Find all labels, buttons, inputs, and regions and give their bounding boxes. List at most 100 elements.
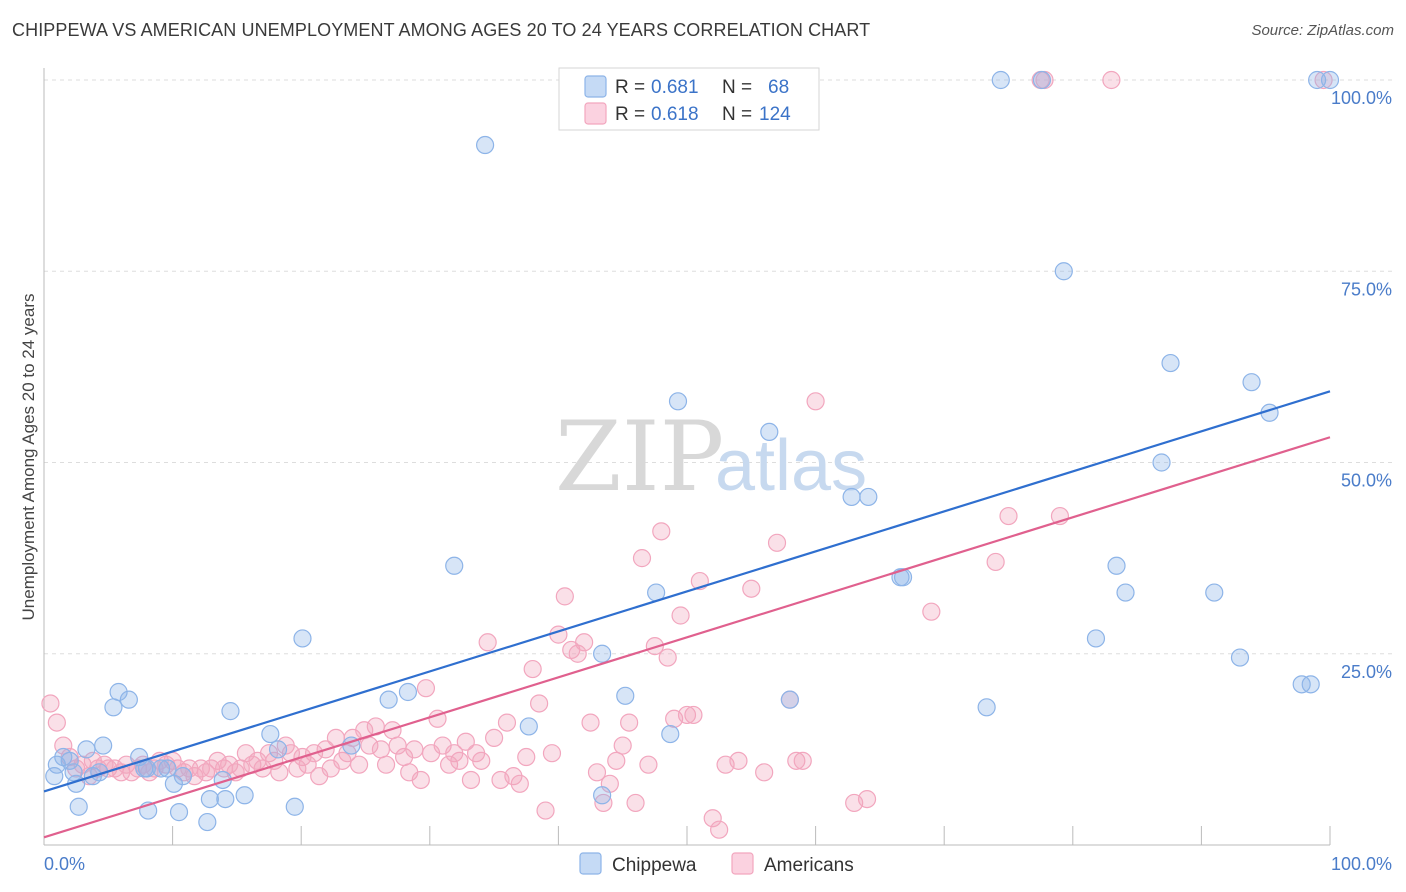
- chippewa-points: [45, 70, 1340, 832]
- chart-title: CHIPPEWA VS AMERICAN UNEMPLOYMENT AMONG …: [12, 20, 871, 40]
- americans-point: [639, 755, 658, 774]
- americans-point: [587, 763, 607, 782]
- legend-n-label-americans: N =: [722, 104, 752, 125]
- americans-point: [607, 751, 626, 770]
- x-tick-labels: 0.0% 100.0%: [44, 854, 1392, 874]
- legend-box: R = 0.681 N = 68 R = 0.618 N = 124: [558, 67, 820, 131]
- americans-point: [793, 751, 812, 770]
- chippewa-point: [780, 690, 799, 709]
- americans-point: [478, 633, 497, 652]
- americans-point: [658, 648, 677, 667]
- americans-point: [626, 793, 645, 813]
- americans-point: [536, 801, 555, 820]
- americans-point: [376, 755, 396, 774]
- americans-point: [542, 744, 562, 763]
- chippewa-point: [842, 487, 861, 507]
- chippewa-point: [221, 702, 240, 721]
- americans-point: [652, 522, 671, 541]
- grid-lines: [44, 79, 1392, 845]
- americans-point: [510, 774, 529, 793]
- americans-point: [742, 579, 761, 598]
- americans-point: [461, 770, 481, 790]
- americans-point: [703, 809, 722, 828]
- chippewa-point: [475, 135, 495, 155]
- americans-point: [349, 755, 369, 774]
- chippewa-point: [173, 767, 192, 786]
- americans-point: [620, 713, 639, 732]
- americans-point: [710, 820, 729, 839]
- chippewa-point: [235, 786, 254, 805]
- chippewa-point: [45, 767, 64, 786]
- chippewa-point: [977, 698, 996, 717]
- chippewa-point: [104, 698, 123, 717]
- chippewa-point: [991, 70, 1010, 90]
- chippewa-point: [1242, 373, 1261, 392]
- bottom-legend-label-chippewa: Chippewa: [612, 855, 697, 876]
- americans-point: [613, 736, 632, 755]
- americans-point: [416, 679, 436, 698]
- chippewa-point: [1161, 353, 1180, 373]
- chippewa-point: [216, 789, 235, 809]
- americans-point: [787, 751, 806, 770]
- chippewa-point: [1205, 583, 1224, 602]
- chippewa-point: [285, 797, 304, 816]
- americans-point: [530, 694, 549, 713]
- americans-point: [456, 732, 475, 751]
- chippewa-point: [198, 812, 217, 832]
- source-credit: Source: ZipAtlas.com: [1251, 22, 1394, 39]
- axes: [43, 68, 1330, 846]
- legend-n-value-americans: 124: [759, 104, 791, 125]
- chippewa-point: [137, 759, 156, 778]
- chippewa-point: [668, 392, 688, 411]
- americans-point: [857, 789, 877, 809]
- americans-point: [517, 747, 536, 767]
- legend-r-label-americans: R =: [615, 104, 645, 125]
- americans-point: [767, 533, 787, 552]
- chippewa-point: [1301, 675, 1320, 694]
- americans-point: [47, 713, 66, 732]
- americans-point: [806, 392, 825, 411]
- y-tick-labels: 25.0% 50.0% 75.0% 100.0%: [1331, 88, 1392, 682]
- chippewa-point: [893, 568, 913, 587]
- watermark-zip: ZIP: [555, 401, 724, 513]
- americans-point: [41, 694, 60, 713]
- watermark: ZIP atlas: [555, 401, 867, 513]
- americans-point: [1314, 70, 1333, 90]
- americans-point: [405, 740, 424, 759]
- americans-point: [729, 751, 748, 770]
- americans-point: [411, 770, 430, 790]
- bottom-legend: Chippewa Americans: [579, 852, 854, 876]
- chippewa-point: [1107, 556, 1126, 575]
- chippewa-point: [200, 789, 219, 809]
- americans-point: [632, 549, 652, 568]
- chippewa-point: [1054, 262, 1073, 281]
- americans-point: [568, 644, 587, 663]
- x-tick-label-max: 100.0%: [1331, 854, 1392, 874]
- americans-trend-line: [43, 436, 1331, 839]
- trend-lines: [43, 390, 1331, 839]
- chippewa-point: [1152, 453, 1171, 472]
- chippewa-point: [593, 644, 612, 663]
- americans-point: [288, 759, 307, 778]
- americans-point: [575, 633, 594, 652]
- chippewa-point: [293, 629, 312, 648]
- chippewa-point: [379, 690, 398, 709]
- chippewa-point: [169, 803, 189, 822]
- chippewa-point: [64, 763, 83, 782]
- chippewa-point: [1320, 70, 1340, 90]
- chippewa-point: [119, 690, 138, 709]
- legend-n-value-chippewa: 68: [768, 77, 789, 98]
- chippewa-point: [859, 487, 878, 507]
- chippewa-point: [1116, 583, 1135, 602]
- americans-point: [1102, 70, 1121, 90]
- y-tick-label: 75.0%: [1341, 279, 1392, 299]
- chippewa-point: [261, 724, 280, 744]
- americans-point: [594, 793, 613, 813]
- watermark-atlas: atlas: [715, 426, 867, 506]
- americans-point: [497, 713, 517, 732]
- americans-point: [684, 705, 703, 725]
- y-tick-label: 25.0%: [1341, 662, 1392, 682]
- chippewa-point: [616, 686, 635, 705]
- chippewa-point: [593, 786, 612, 805]
